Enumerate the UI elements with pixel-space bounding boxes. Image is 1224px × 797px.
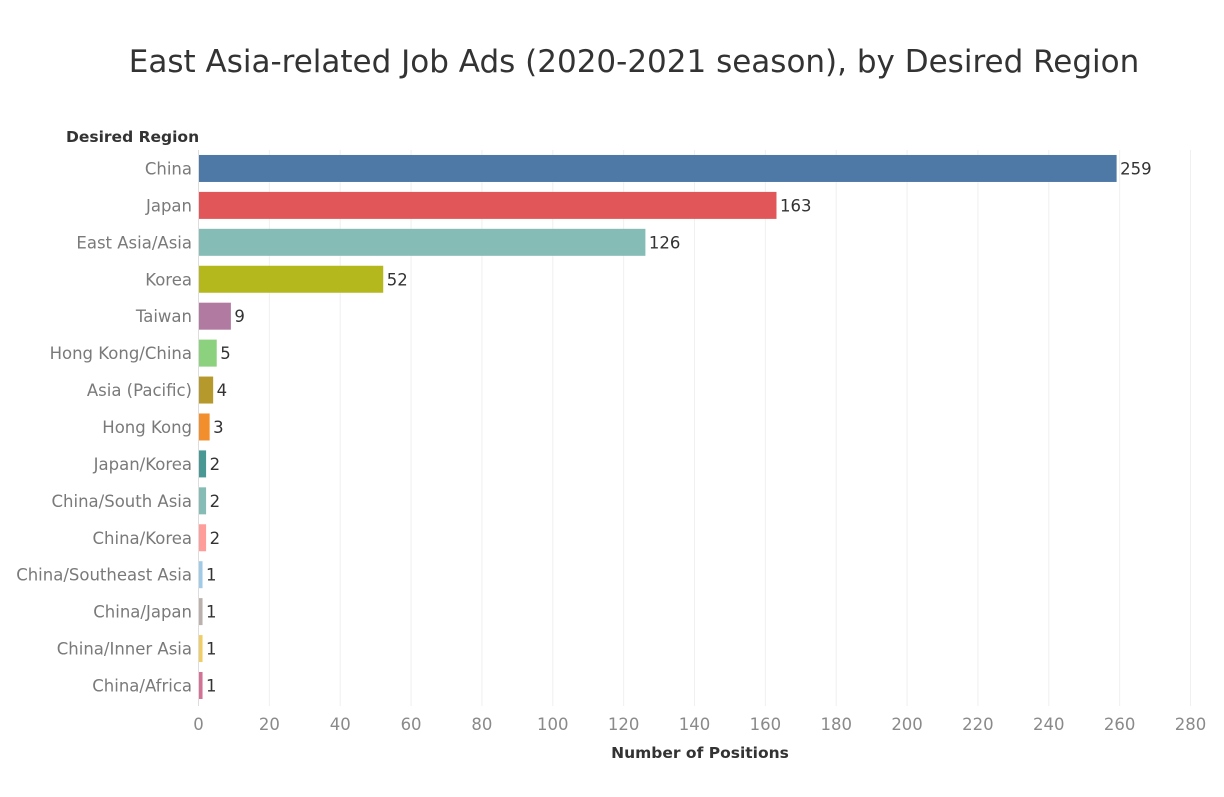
data-label: 52 bbox=[387, 270, 408, 289]
bar bbox=[199, 376, 214, 404]
x-tick-label: 180 bbox=[820, 715, 852, 734]
category-label: Japan/Korea bbox=[93, 455, 192, 474]
data-label: 1 bbox=[206, 640, 217, 659]
data-label: 3 bbox=[213, 418, 224, 437]
bar bbox=[199, 598, 203, 626]
bar bbox=[199, 191, 777, 219]
y-axis-header: Desired Region bbox=[66, 128, 200, 146]
bar bbox=[199, 487, 207, 515]
category-label: China/Korea bbox=[93, 529, 192, 548]
x-tick-label: 280 bbox=[1175, 715, 1207, 734]
bar bbox=[199, 339, 217, 367]
x-tick-label: 80 bbox=[471, 715, 492, 734]
data-label: 5 bbox=[220, 344, 231, 363]
data-label: 1 bbox=[206, 676, 217, 695]
bar bbox=[199, 671, 203, 699]
x-tick-label: 220 bbox=[962, 715, 994, 734]
data-label: 9 bbox=[234, 307, 245, 326]
bar bbox=[199, 561, 203, 589]
x-tick-label: 140 bbox=[679, 715, 711, 734]
category-label: Taiwan bbox=[135, 307, 192, 326]
x-tick-label: 20 bbox=[259, 715, 280, 734]
x-tick-label: 120 bbox=[608, 715, 640, 734]
bar bbox=[199, 265, 384, 293]
bar bbox=[199, 450, 207, 478]
x-tick-label: 0 bbox=[193, 715, 204, 734]
data-label: 2 bbox=[210, 455, 221, 474]
x-tick-label: 240 bbox=[1033, 715, 1065, 734]
category-label: China/Japan bbox=[93, 603, 192, 622]
category-label: China/Southeast Asia bbox=[16, 566, 192, 585]
data-label: 163 bbox=[780, 196, 812, 215]
category-label: Hong Kong bbox=[102, 418, 192, 437]
data-label: 259 bbox=[1120, 159, 1152, 178]
data-label: 2 bbox=[210, 492, 221, 511]
x-tick-label: 200 bbox=[891, 715, 923, 734]
category-label: China/Inner Asia bbox=[57, 640, 192, 659]
data-label: 4 bbox=[217, 381, 228, 400]
category-label: Hong Kong/China bbox=[50, 344, 192, 363]
x-tick-label: 40 bbox=[330, 715, 351, 734]
bar bbox=[199, 228, 646, 256]
data-label: 2 bbox=[210, 529, 221, 548]
x-tick-label: 60 bbox=[401, 715, 422, 734]
bar bbox=[199, 413, 210, 441]
x-tick-label: 160 bbox=[750, 715, 782, 734]
category-label: China bbox=[145, 159, 192, 178]
category-label: Asia (Pacific) bbox=[87, 381, 192, 400]
category-label: East Asia/Asia bbox=[76, 233, 192, 252]
chart-title: East Asia-related Job Ads (2020-2021 sea… bbox=[128, 44, 1140, 80]
category-label: Korea bbox=[145, 270, 192, 289]
x-tick-label: 100 bbox=[537, 715, 569, 734]
bar bbox=[199, 524, 207, 552]
category-label: China/Africa bbox=[92, 676, 192, 695]
bar bbox=[199, 154, 1117, 182]
x-tick-label: 260 bbox=[1104, 715, 1136, 734]
category-label: Japan bbox=[145, 196, 192, 215]
bar bbox=[199, 302, 231, 330]
category-label: China/South Asia bbox=[52, 492, 192, 511]
data-label: 126 bbox=[649, 233, 681, 252]
data-label: 1 bbox=[206, 603, 217, 622]
data-label: 1 bbox=[206, 566, 217, 585]
bar bbox=[199, 635, 203, 663]
x-axis-title: Number of Positions bbox=[611, 744, 789, 762]
